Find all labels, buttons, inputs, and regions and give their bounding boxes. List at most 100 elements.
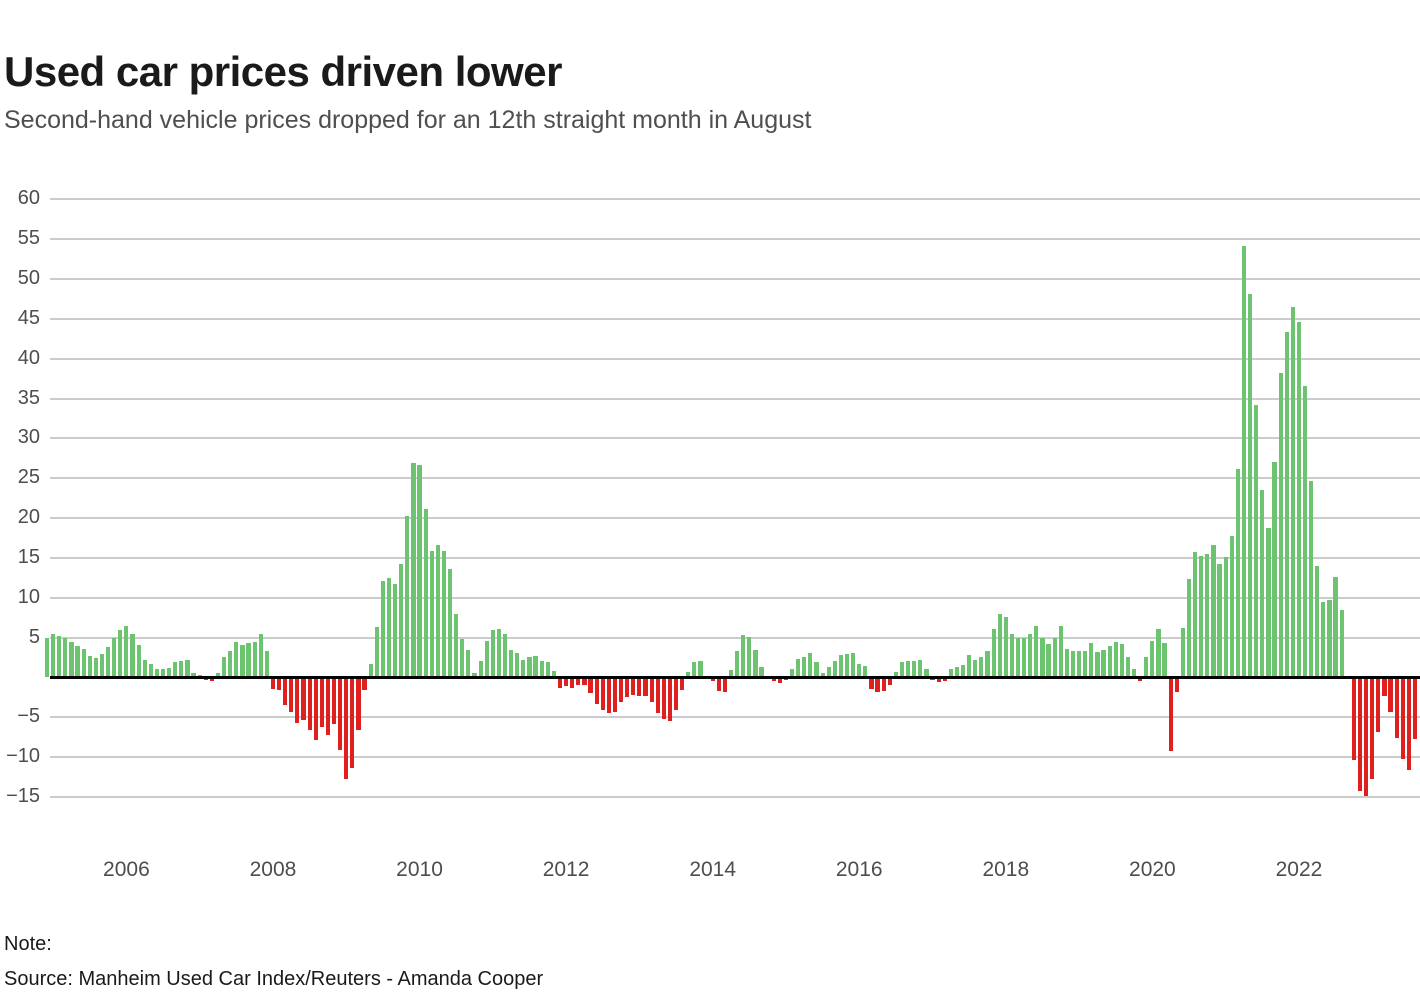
bar-2019-05: [1101, 650, 1106, 678]
bar-2015-02: [789, 668, 795, 678]
y-axis-tick-label: 55: [17, 227, 40, 250]
y-axis-tick-label: 50: [17, 267, 40, 290]
bar-2016-06: [887, 677, 892, 685]
bar-2011-06: [521, 659, 526, 678]
bar-2009-08: [386, 577, 392, 678]
bar-2009-01: [344, 677, 349, 780]
bar-2008-04: [289, 677, 294, 712]
bar-2021-07: [1260, 490, 1265, 678]
bar-2020-06: [1180, 628, 1185, 678]
bar-2018-01: [1003, 616, 1008, 678]
bar-2007-06: [228, 651, 233, 678]
y-axis-tick-label: 45: [17, 306, 40, 329]
bar-2019-09: [1125, 657, 1131, 678]
bar-2019-04: [1095, 651, 1100, 678]
bar-2022-12: [1364, 677, 1369, 797]
bar-2023-05: [1394, 677, 1399, 738]
bar-2022-10: [1351, 677, 1356, 761]
gridline-55: [50, 238, 1420, 241]
bar-2012-04: [582, 677, 587, 686]
bar-2014-02: [716, 677, 721, 691]
bar-2005-05: [75, 646, 80, 678]
bar-2016-11: [918, 659, 923, 678]
bar-2015-06: [814, 662, 819, 678]
y-axis-tick-label: 25: [17, 466, 40, 489]
bar-2005-09: [99, 654, 105, 678]
y-axis-tick-label: −15: [6, 784, 40, 807]
y-axis-tick-label: 15: [17, 545, 40, 568]
gridline-25: [50, 477, 1420, 480]
bar-2013-11: [698, 661, 703, 678]
bar-2006-06: [154, 668, 159, 678]
bar-2008-06: [301, 677, 306, 720]
bar-2006-07: [160, 669, 166, 678]
bar-2009-03: [356, 677, 361, 730]
bar-2015-08: [826, 667, 831, 678]
bar-2017-09: [979, 656, 984, 678]
y-axis-tick-label: 35: [17, 386, 40, 409]
bar-2013-05: [661, 677, 666, 719]
y-axis-tick-label: −10: [6, 745, 40, 768]
bar-2022-07: [1333, 577, 1338, 678]
bar-2011-09: [539, 661, 544, 678]
bar-2020-04: [1168, 677, 1173, 752]
bar-2018-11: [1064, 648, 1069, 678]
bar-2020-12: [1217, 564, 1222, 678]
bar-2022-01: [1296, 322, 1302, 678]
bar-2018-07: [1040, 638, 1045, 678]
bar-2020-08: [1193, 551, 1198, 678]
bar-2016-09: [906, 660, 911, 678]
bar-2011-02: [496, 628, 501, 678]
bar-2006-08: [167, 667, 172, 678]
bar-2007-08: [240, 644, 245, 678]
x-axis-year-label-2018: 2018: [982, 858, 1030, 881]
bar-2010-10: [472, 673, 477, 678]
bar-2013-10: [692, 662, 697, 678]
gridline-35: [50, 397, 1420, 400]
gridline-40: [50, 357, 1420, 360]
gridline-−15: [50, 795, 1420, 798]
bar-2022-02: [1302, 385, 1308, 678]
bar-2017-11: [991, 628, 996, 678]
bar-2011-03: [502, 633, 508, 678]
bar-2006-04: [142, 659, 147, 678]
bar-2017-03: [942, 677, 947, 682]
bar-2013-03: [649, 677, 654, 703]
gridline-5: [50, 636, 1420, 639]
bar-2018-02: [1009, 633, 1014, 678]
bar-2016-01: [857, 663, 862, 678]
bar-2013-07: [673, 677, 679, 711]
bar-2014-09: [759, 667, 764, 678]
bar-2017-07: [967, 655, 972, 678]
bar-2016-03: [869, 677, 874, 690]
bar-2005-01: [51, 633, 56, 678]
bar-2019-07: [1113, 641, 1118, 678]
x-axis-year-label-2016: 2016: [835, 858, 883, 881]
bar-2022-08: [1339, 610, 1344, 678]
bar-2023-07: [1406, 677, 1411, 770]
bar-2021-09: [1272, 462, 1277, 678]
x-axis-year-label-2006: 2006: [103, 858, 150, 881]
bar-2008-08: [313, 677, 318, 740]
bar-2009-10: [399, 564, 404, 678]
bar-2006-11: [185, 659, 190, 678]
bar-2010-08: [460, 639, 465, 678]
bar-2017-05: [954, 667, 960, 678]
bar-2010-07: [454, 613, 459, 678]
bar-2014-06: [741, 635, 746, 678]
bar-2005-02: [57, 635, 62, 678]
bar-2010-01: [417, 465, 422, 678]
bar-2020-03: [1162, 643, 1167, 678]
bar-2019-11: [1138, 677, 1143, 681]
bar-2009-11: [405, 516, 410, 678]
bar-2016-12: [924, 669, 929, 678]
bar-2017-10: [985, 651, 990, 678]
bar-2020-11: [1211, 545, 1216, 678]
bar-2014-05: [735, 651, 740, 678]
bar-2018-12: [1070, 651, 1076, 678]
bar-2018-06: [1034, 625, 1039, 678]
bar-2008-01: [270, 677, 276, 689]
bar-2009-02: [350, 677, 355, 769]
bar-2020-02: [1156, 628, 1161, 678]
bar-2015-03: [796, 659, 801, 678]
